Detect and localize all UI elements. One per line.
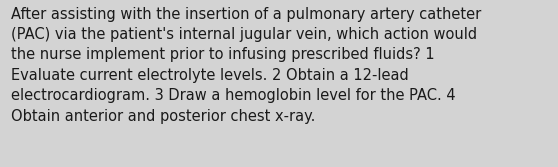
Text: After assisting with the insertion of a pulmonary artery catheter
(PAC) via the : After assisting with the insertion of a … [11,7,482,124]
